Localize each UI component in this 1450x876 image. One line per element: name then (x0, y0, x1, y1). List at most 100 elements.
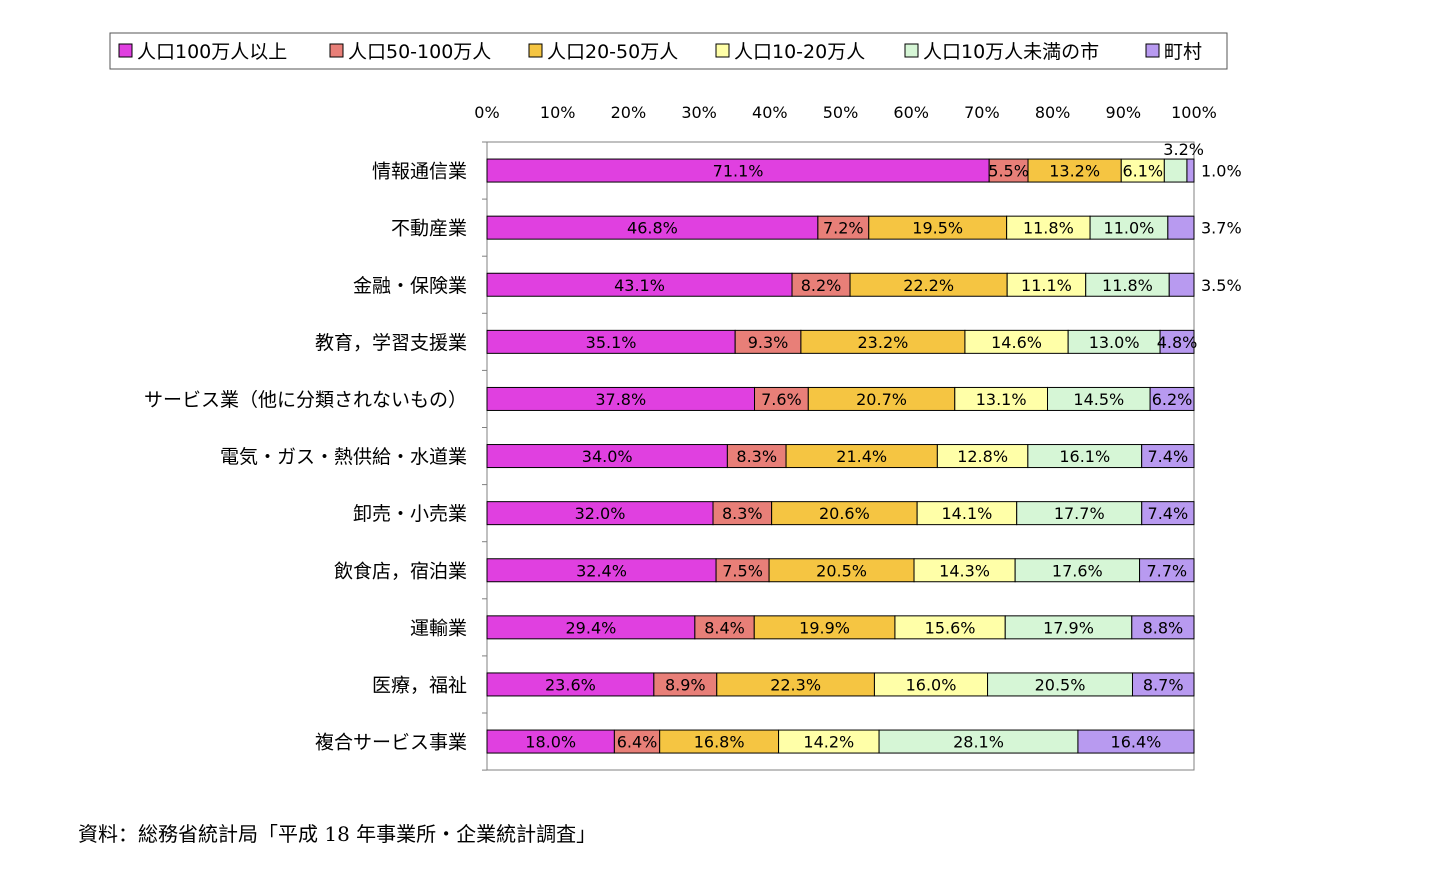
data-label: 22.3% (770, 675, 821, 694)
x-tick-label: 10% (540, 103, 576, 122)
data-label: 13.0% (1089, 333, 1140, 352)
data-label: 46.8% (627, 219, 678, 238)
legend-label: 人口10-20万人 (734, 41, 865, 63)
data-label: 14.6% (991, 333, 1042, 352)
category-label: 情報通信業 (372, 161, 467, 183)
data-label: 16.1% (1059, 447, 1110, 466)
bar-segment (1141, 501, 1195, 526)
data-label: 6.1% (1122, 162, 1163, 181)
data-label: 20.7% (856, 390, 907, 409)
x-tick-label: 100% (1171, 103, 1217, 122)
data-label: 19.9% (799, 618, 850, 637)
category-label: サービス業（他に分類されないもの） (144, 389, 467, 411)
data-label: 8.2% (801, 276, 842, 295)
data-label: 8.7% (1143, 675, 1184, 694)
source-note: 資料：総務省統計局「平成 18 年事業所・企業統計調査」 (78, 822, 597, 846)
bar-segment (1141, 444, 1195, 469)
data-label: 11.0% (1104, 219, 1155, 238)
data-label: 19.5% (912, 219, 963, 238)
category-label: 金融・保険業 (353, 275, 467, 297)
data-label: 71.1% (713, 162, 764, 181)
legend-label: 人口100万人以上 (137, 41, 287, 63)
data-label: 21.4% (836, 447, 887, 466)
data-label: 14.2% (803, 733, 854, 752)
data-label: 3.2% (1163, 140, 1204, 159)
data-label: 7.5% (722, 561, 763, 580)
data-label: 18.0% (525, 733, 576, 752)
data-label: 8.8% (1143, 618, 1184, 637)
data-label: 7.6% (761, 390, 802, 409)
data-label: 7.7% (1146, 561, 1187, 580)
data-label: 8.9% (665, 675, 706, 694)
data-label: 32.0% (575, 504, 626, 523)
data-label: 23.6% (545, 675, 596, 694)
legend-swatch (715, 43, 730, 58)
bar-segment (1167, 215, 1195, 240)
data-label: 37.8% (595, 390, 646, 409)
legend-swatch (1145, 43, 1160, 58)
data-label: 1.0% (1201, 162, 1242, 181)
bar-segment (1077, 729, 1195, 754)
bar-segment (1131, 615, 1195, 640)
data-label: 23.2% (858, 333, 909, 352)
data-label: 8.3% (736, 447, 777, 466)
data-label: 8.4% (704, 618, 745, 637)
legend-frame (109, 32, 1228, 70)
x-tick-label: 30% (681, 103, 717, 122)
data-label: 4.8% (1157, 333, 1198, 352)
data-label: 7.4% (1148, 447, 1189, 466)
bar-segment (1168, 272, 1195, 297)
bar-segment (1139, 558, 1195, 583)
x-tick-label: 20% (611, 103, 647, 122)
legend-swatch (904, 43, 919, 58)
legend-label: 人口10万人未満の市 (923, 41, 1099, 63)
x-tick-label: 80% (1035, 103, 1071, 122)
x-tick-label: 70% (964, 103, 1000, 122)
data-label: 16.0% (906, 675, 957, 694)
bar-segment (1186, 158, 1195, 183)
data-label: 28.1% (953, 733, 1004, 752)
data-label: 16.8% (694, 733, 745, 752)
bar-segment (1131, 672, 1195, 697)
data-label: 14.1% (942, 504, 993, 523)
legend-label: 人口20-50万人 (547, 41, 678, 63)
data-label: 3.7% (1201, 219, 1242, 238)
bar-segment (1149, 386, 1195, 411)
data-label: 9.3% (748, 333, 789, 352)
data-label: 14.5% (1073, 390, 1124, 409)
data-label: 13.2% (1049, 162, 1100, 181)
data-label: 12.8% (957, 447, 1008, 466)
legend-label: 人口50-100万人 (348, 41, 491, 63)
x-tick-label: 90% (1106, 103, 1142, 122)
category-label: 卸売・小売業 (353, 503, 467, 525)
category-label: 不動産業 (391, 218, 467, 240)
data-label: 15.6% (925, 618, 976, 637)
data-label: 16.4% (1111, 733, 1162, 752)
data-label: 11.1% (1021, 276, 1072, 295)
data-label: 17.6% (1052, 561, 1103, 580)
category-label: 運輸業 (410, 617, 467, 639)
data-label: 3.5% (1201, 276, 1242, 295)
category-label: 複合サービス事業 (315, 732, 467, 754)
data-label: 34.0% (582, 447, 633, 466)
x-tick-label: 40% (752, 103, 788, 122)
legend-swatch (329, 43, 344, 58)
legend-label: 町村 (1164, 41, 1202, 63)
x-tick-label: 50% (823, 103, 859, 122)
category-label: 飲食店，宿泊業 (334, 560, 467, 582)
data-label: 7.4% (1148, 504, 1189, 523)
chart-legend: 人口100万人以上 人口50-100万人 人口20-50万人 人口10-20万人 人口1… (109, 32, 1228, 70)
x-tick-label: 0% (474, 103, 499, 122)
data-label: 20.5% (816, 561, 867, 580)
data-label: 29.4% (566, 618, 617, 637)
legend-swatch (528, 43, 543, 58)
data-label: 32.4% (576, 561, 627, 580)
data-label: 20.6% (819, 504, 870, 523)
data-label: 17.9% (1043, 618, 1094, 637)
bar-segment (1163, 158, 1188, 183)
category-label: 電気・ガス・熱供給・水道業 (220, 446, 467, 468)
legend-swatch (118, 43, 133, 58)
data-label: 7.2% (823, 219, 864, 238)
x-tick-label: 60% (893, 103, 929, 122)
